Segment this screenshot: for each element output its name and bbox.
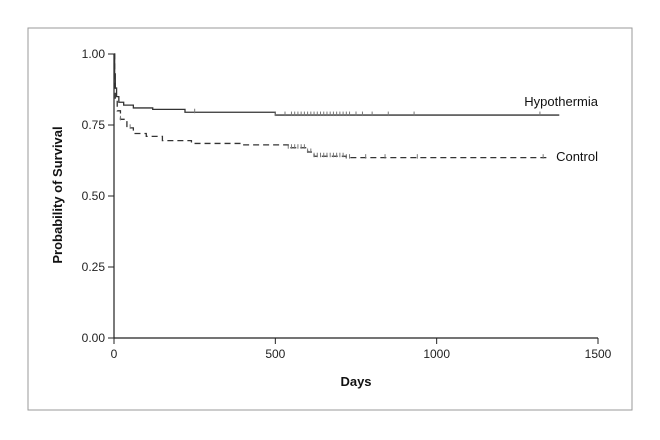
control-label: Control (556, 149, 598, 164)
x-tick-label: 0 (111, 347, 118, 361)
y-tick-label: 1.00 (82, 47, 106, 61)
chart-frame (27, 27, 633, 411)
y-tick-label: 0.50 (82, 189, 106, 203)
y-tick-label: 0.00 (82, 331, 106, 345)
x-tick-label: 500 (265, 347, 285, 361)
x-tick-label: 1000 (423, 347, 450, 361)
x-axis-title: Days (340, 374, 371, 389)
hypothermia-label: Hypothermia (524, 94, 598, 109)
y-axis-title: Probability of Survival (50, 126, 65, 263)
y-tick-label: 0.75 (82, 118, 106, 132)
x-tick-label: 1500 (585, 347, 612, 361)
plot-area: 0.00 0.25 0.50 0.75 1.00 0 500 1000 1500 Hypother… (82, 47, 612, 361)
control-curve (113, 53, 547, 159)
y-tick-label: 0.25 (82, 260, 106, 274)
